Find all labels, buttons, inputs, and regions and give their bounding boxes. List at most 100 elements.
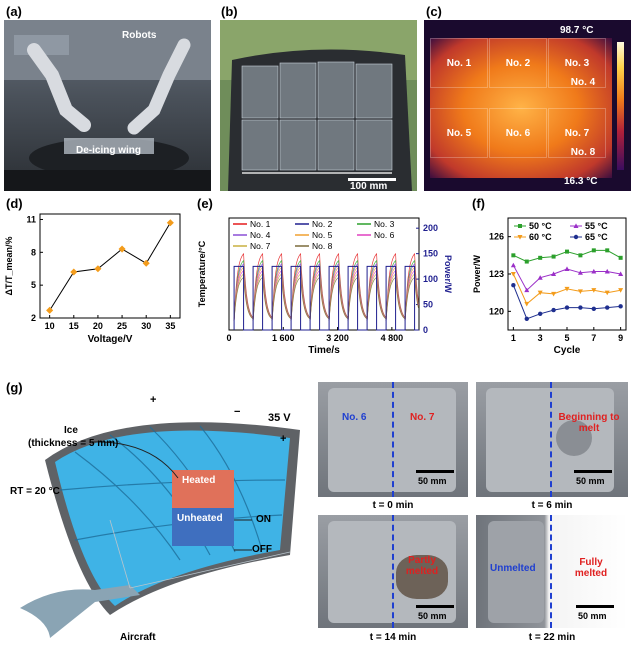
chart-f-point: [618, 288, 624, 293]
time-caption-t0: t = 0 min: [372, 500, 414, 511]
chart-f-point: [618, 255, 623, 260]
panel-label-e: (e): [197, 196, 213, 211]
photo-heater-wing: 100 mm: [220, 20, 417, 191]
chart-f-point: [524, 301, 530, 307]
chart-f-xlabel: Cycle: [554, 345, 581, 356]
photo-t14-right-label: Partly melted: [405, 555, 439, 577]
photo-t0-scale: 50 mm: [418, 476, 447, 486]
chart-f-point: [604, 290, 610, 296]
chart-e-xtick-label: 4 800: [381, 333, 404, 343]
photo-t22-right-label: Fully melted: [574, 557, 608, 579]
thermal-cell-6: No. 6: [489, 108, 547, 158]
ice-photo-t0: No. 6 No. 7 50 mm: [318, 382, 468, 497]
chart-f-point: [605, 248, 610, 253]
chart-f-point: [524, 287, 530, 293]
chart-e-y2tick-label: 0: [423, 325, 428, 335]
chart-d-xlabel: Voltage/V: [88, 334, 133, 345]
chart-d-xtick-label: 25: [117, 321, 127, 331]
voltage-label: 35 V: [268, 412, 291, 424]
chart-f-point: [537, 275, 543, 280]
ice-photo-t22: Unmelted Fully melted 50 mm: [476, 515, 628, 628]
aircraft-label: Aircraft: [120, 632, 156, 643]
photo-t0-left-label: No. 6: [342, 412, 367, 423]
ice-thickness-label: (thickness = 5 mm): [28, 438, 119, 449]
chart-f-point: [573, 234, 579, 240]
chart-e-legend-label: No. 2: [312, 219, 333, 229]
chart-f-point: [577, 270, 583, 275]
chart-f-point: [573, 223, 579, 228]
chart-f-ytick-label: 123: [489, 269, 504, 279]
chart-e-legend-label: No. 5: [312, 230, 333, 240]
chart-f-point: [524, 259, 529, 264]
chart-f-point: [551, 291, 557, 297]
thermal-cell-3: No. 3: [548, 38, 606, 88]
chart-d-xtick-label: 10: [45, 321, 55, 331]
scale-label-b: 100 mm: [350, 181, 388, 191]
chart-f-ytick-label: 126: [489, 232, 504, 242]
chart-f-point: [577, 289, 583, 295]
deicing-wing-label: De-icing wing: [76, 145, 141, 156]
chart-f-legend-label: 60 °C: [529, 232, 552, 242]
thermal-cell-4: No. 4: [570, 77, 596, 88]
panel-label-a: (a): [6, 4, 22, 19]
photo-t0-right-label: No. 7: [410, 412, 435, 423]
panel-label-g: (g): [6, 380, 23, 395]
time-caption-t22: t = 22 min: [528, 632, 576, 643]
room-temperature-label: RT = 20 °C: [10, 486, 60, 497]
chart-d-frame: [39, 213, 181, 319]
chart-d-line: [49, 222, 171, 311]
chart-f-legend-label: 55 °C: [585, 221, 608, 231]
chart-f-xtick-label: 7: [591, 333, 596, 343]
chart-f-point: [551, 271, 557, 276]
scale-bar-t14: [416, 605, 454, 608]
chart-f-point: [537, 311, 543, 317]
scale-bar-b: [348, 178, 396, 181]
chart-f-legend-label: 65 °C: [585, 232, 608, 242]
ice-label: Ice: [64, 425, 78, 436]
time-caption-t6: t = 6 min: [531, 500, 573, 511]
chart-e-xlabel: Time/s: [308, 345, 340, 356]
scale-bar-t6: [574, 470, 612, 473]
tmax-label: 98.7 °C: [560, 25, 594, 36]
chart-f-point: [618, 304, 623, 309]
chart-e-ylabel: Temperature/°C: [197, 240, 207, 307]
chart-d-ylabel: ΔT/T_mean/%: [4, 237, 14, 296]
scale-bar-t22: [576, 605, 614, 608]
chart-e-y2tick-label: 100: [423, 274, 438, 284]
colorbar: [617, 42, 624, 170]
chart-e-series-no1: [233, 252, 419, 322]
chart-d-ytick-label: 8: [31, 247, 36, 257]
robots-label: Robots: [122, 30, 157, 41]
chart-f-xtick-label: 1: [511, 333, 516, 343]
chart-f-ylabel: Power/W: [472, 254, 482, 293]
chart-f-frame: [507, 217, 627, 331]
chart-e-xtick-label: 1 600: [272, 333, 295, 343]
chart-e-y2tick-label: 50: [423, 300, 433, 310]
chart-f-point: [518, 224, 522, 228]
chart-d-ytick-label: 2: [31, 313, 36, 323]
thermal-image: No. 1 No. 2 No. 3 No. 5 No. 6 No. 7 98.7…: [424, 20, 631, 191]
chart-d-point: [46, 306, 54, 314]
chart-f-point: [591, 306, 597, 312]
panel-label-f: (f): [472, 196, 485, 211]
photo-t22-scale: 50 mm: [578, 611, 607, 621]
unheated-label: Unheated: [177, 513, 223, 524]
chart-d-ytick-label: 5: [31, 280, 36, 290]
chart-f-ytick-label: 120: [489, 306, 504, 316]
chart-d-xtick-label: 15: [69, 321, 79, 331]
chart-f-point: [510, 272, 516, 277]
chart-f-point: [564, 286, 570, 292]
chart-f-point: [565, 249, 569, 254]
chart-f-point: [605, 305, 610, 310]
chart-f-point: [578, 253, 583, 258]
chart-d-xtick-label: 30: [141, 321, 151, 331]
chart-d-xtick-label: 35: [165, 321, 175, 331]
chart-f-point: [591, 288, 597, 293]
thermal-cell-8: No. 8: [570, 147, 596, 158]
thermal-cell-1: No. 1: [430, 38, 488, 88]
chart-f-point: [578, 305, 583, 310]
thermal-cell-5: No. 5: [430, 108, 488, 158]
panel-label-c: (c): [426, 4, 442, 19]
